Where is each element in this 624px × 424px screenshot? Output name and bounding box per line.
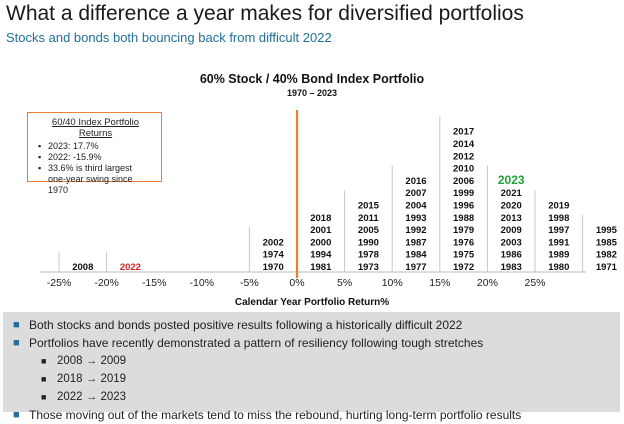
year-label-2018: 2018 <box>310 213 331 224</box>
year-label-2020: 2020 <box>501 201 522 212</box>
x-axis-title: Calendar Year Portfolio Return% <box>235 297 389 308</box>
returns-callout-box: 60/40 Index Portfolio Returns 2023: 17.7… <box>27 112 162 195</box>
x-tick-label: 10% <box>382 277 403 289</box>
x-tick-label: 20% <box>477 277 498 289</box>
year-label-1986: 1986 <box>501 250 522 261</box>
x-tick-label: 5% <box>337 277 352 289</box>
year-label-2008: 2008 <box>72 262 93 273</box>
takeaway-bullet: ■ Those moving out of the markets tend to… <box>13 406 612 424</box>
year-label-2017: 2017 <box>453 127 474 138</box>
year-label-2022: 2022 <box>120 262 141 273</box>
callout-item: 2022: -15.9% <box>38 152 155 163</box>
takeaway-text: Both stocks and bonds posted positive re… <box>29 318 463 332</box>
year-label-1972: 1972 <box>453 262 474 273</box>
square-bullet-icon: ■ <box>13 319 20 331</box>
takeaway-text: Those moving out of the markets tend to … <box>29 408 522 422</box>
year-label-1998: 1998 <box>548 213 569 224</box>
page-title: What a difference a year makes for diver… <box>6 2 524 25</box>
takeaway-text: Portfolios have recently demonstrated a … <box>29 336 484 350</box>
x-tick-label: -25% <box>47 277 72 289</box>
year-label-1988: 1988 <box>453 213 474 224</box>
takeaway-sub-bullet: ■ 2008 → 2009 <box>13 352 612 370</box>
takeaway-bullet: ■ Both stocks and bonds posted positive r… <box>13 316 612 334</box>
year-label-1980: 1980 <box>548 262 569 273</box>
x-tick-label: -15% <box>142 277 167 289</box>
year-label-1982: 1982 <box>596 250 617 261</box>
year-label-1995: 1995 <box>596 225 618 236</box>
year-label-2019: 2019 <box>548 201 569 212</box>
takeaway-sub-bullet: ■ 2022 → 2023 <box>13 388 612 406</box>
takeaway-text: 2022 → 2023 <box>57 391 127 403</box>
year-label-2002: 2002 <box>263 237 284 248</box>
x-tick-label: -20% <box>94 277 119 289</box>
year-label-2011: 2011 <box>358 213 379 224</box>
year-label-1990: 1990 <box>358 237 379 248</box>
x-tick-label: 25% <box>524 277 545 289</box>
year-label-2001: 2001 <box>310 225 332 236</box>
chart-title: 60% Stock / 40% Bond Index Portfolio <box>199 72 425 86</box>
year-label-1971: 1971 <box>596 262 618 273</box>
year-label-2021: 2021 <box>501 188 523 199</box>
year-label-1987: 1987 <box>405 237 426 248</box>
year-label-1979: 1979 <box>453 225 474 236</box>
year-label-1975: 1975 <box>453 250 475 261</box>
callout-item: 33.6% is third largest <box>38 163 155 174</box>
square-bullet-icon: ■ <box>13 337 20 349</box>
key-takeaways-panel: ■ Both stocks and bonds posted positive r… <box>3 312 620 422</box>
takeaway-sub-bullet: ■ 2018 → 2019 <box>13 370 612 388</box>
year-label-1996: 1996 <box>453 201 474 212</box>
year-label-2014: 2014 <box>453 139 475 150</box>
small-square-bullet-icon: ■ <box>41 392 47 402</box>
x-tick-label: 15% <box>429 277 450 289</box>
chart-subtitle: 1970 – 2023 <box>286 88 338 98</box>
takeaway-text: 2008 → 2009 <box>57 355 127 367</box>
year-label-2006: 2006 <box>453 176 474 187</box>
year-label-2004: 2004 <box>405 201 427 212</box>
year-label-1984: 1984 <box>405 250 427 261</box>
year-label-2000: 2000 <box>310 237 331 248</box>
year-label-2005: 2005 <box>358 225 380 236</box>
histogram-chart: 2008 2022 2002 1974 1970 2018 2001 2000 1994 1981… <box>0 62 624 308</box>
year-label-1992: 1992 <box>405 225 426 236</box>
x-tick-label: -10% <box>190 277 215 289</box>
year-label-2023: 2023 <box>498 173 525 187</box>
year-label-1970: 1970 <box>263 262 284 273</box>
year-label-1993: 1993 <box>405 213 426 224</box>
year-label-1974: 1974 <box>263 250 285 261</box>
year-label-1983: 1983 <box>501 262 522 273</box>
year-label-1977: 1977 <box>405 262 426 273</box>
page-subtitle: Stocks and bonds both bouncing back from… <box>6 30 332 45</box>
year-label-2015: 2015 <box>358 201 380 212</box>
year-label-2007: 2007 <box>405 188 426 199</box>
square-bullet-icon: ■ <box>13 409 20 421</box>
year-label-2013: 2013 <box>501 213 522 224</box>
year-label-1981: 1981 <box>310 262 332 273</box>
takeaway-bullet: ■ Portfolios have recently demonstrated a… <box>13 334 612 352</box>
takeaway-text: 2018 → 2019 <box>57 373 127 385</box>
small-square-bullet-icon: ■ <box>41 374 47 384</box>
year-label-2016: 2016 <box>405 176 426 187</box>
year-label-1985: 1985 <box>596 237 618 248</box>
year-label-1989: 1989 <box>548 250 569 261</box>
year-label-1999: 1999 <box>453 188 474 199</box>
callout-title: 60/40 Index Portfolio Returns <box>51 117 140 139</box>
year-label-2003: 2003 <box>501 237 522 248</box>
year-label-2012: 2012 <box>453 151 474 162</box>
year-label-1976: 1976 <box>453 237 474 248</box>
year-label-2010: 2010 <box>453 164 474 175</box>
small-square-bullet-icon: ■ <box>41 356 47 366</box>
callout-item-continued: one-year swing since 1970 <box>48 174 133 195</box>
callout-item: 2023: 17.7% <box>38 141 155 152</box>
year-label-1978: 1978 <box>358 250 379 261</box>
year-label-1997: 1997 <box>548 225 569 236</box>
year-label-1973: 1973 <box>358 262 379 273</box>
year-label-1991: 1991 <box>548 237 570 248</box>
year-label-1994: 1994 <box>310 250 332 261</box>
callout-list: 2023: 17.7% 2022: -15.9% 33.6% is third … <box>36 141 155 196</box>
x-tick-label: 0% <box>289 277 304 289</box>
year-label-2009: 2009 <box>501 225 522 236</box>
x-tick-label: -5% <box>240 277 259 289</box>
